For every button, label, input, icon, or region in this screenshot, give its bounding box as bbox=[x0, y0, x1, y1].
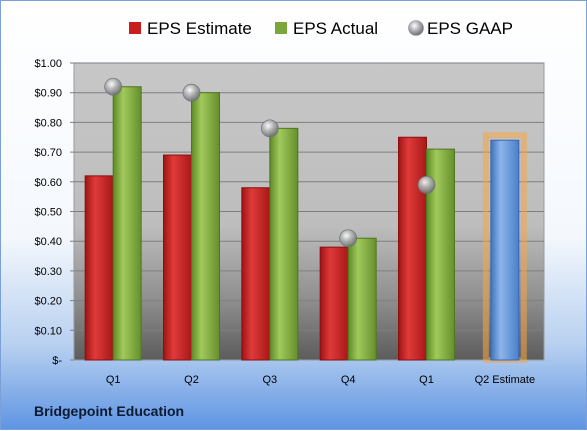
y-tick-label: $0.30 bbox=[34, 266, 62, 278]
y-tick-label: $0.40 bbox=[34, 236, 62, 248]
y-tick-label: $0.80 bbox=[34, 117, 62, 129]
legend: EPS Estimate EPS Actual EPS GAAP bbox=[129, 19, 513, 38]
eps-estimate-next-bar bbox=[490, 139, 520, 361]
eps-actual-bar bbox=[269, 127, 299, 361]
y-tick-label: $0.70 bbox=[34, 147, 62, 159]
legend-label: EPS Actual bbox=[293, 19, 378, 38]
legend-swatch bbox=[129, 22, 141, 34]
eps-gaap-point bbox=[417, 175, 436, 194]
y-tick-label: $0.50 bbox=[34, 207, 62, 219]
y-tick-label: $0.10 bbox=[34, 325, 62, 337]
legend-swatch bbox=[275, 22, 287, 34]
y-tick-label: $- bbox=[52, 355, 62, 367]
eps-estimate-bar bbox=[163, 154, 192, 361]
x-tick-label: Q3 bbox=[262, 374, 277, 386]
eps-estimate-bar bbox=[398, 136, 427, 361]
eps-actual-bar bbox=[347, 237, 377, 361]
eps-estimate-bar bbox=[319, 246, 349, 361]
eps-gaap-point bbox=[182, 83, 201, 102]
y-tick-label: $0.20 bbox=[34, 296, 62, 308]
eps-gaap-point bbox=[260, 119, 279, 138]
x-tick-label: Q2 bbox=[184, 374, 199, 386]
company-name: Bridgepoint Education bbox=[34, 403, 185, 419]
eps-estimate-bar bbox=[241, 187, 271, 361]
x-tick-label: Q1 bbox=[419, 374, 434, 386]
eps-gaap-point bbox=[339, 229, 358, 248]
eps-actual-bar bbox=[112, 86, 142, 361]
y-tick-label: $0.90 bbox=[34, 88, 62, 100]
legend-label: EPS GAAP bbox=[427, 19, 513, 38]
eps-actual-bar bbox=[191, 92, 220, 361]
bars bbox=[84, 77, 527, 363]
y-tick-label: $1.00 bbox=[34, 58, 62, 70]
x-tick-label: Q2 Estimate bbox=[475, 374, 536, 386]
y-axis: $1.00 $0.90 $0.80 $0.70 $0.60 $0.50 $0.40 $0.30… bbox=[34, 58, 62, 367]
gridlines bbox=[70, 62, 544, 361]
y-tick-label: $0.60 bbox=[34, 177, 62, 189]
eps-gaap-point bbox=[104, 77, 123, 96]
x-tick-label: Q1 bbox=[106, 374, 121, 386]
legend-label: EPS Estimate bbox=[147, 19, 252, 38]
x-tick-label: Q4 bbox=[341, 374, 356, 386]
eps-estimate-bar bbox=[84, 175, 114, 361]
x-axis: Q1 Q2 Q3 Q4 Q1 Q2 Estimate bbox=[106, 374, 535, 386]
legend-swatch bbox=[408, 20, 424, 36]
